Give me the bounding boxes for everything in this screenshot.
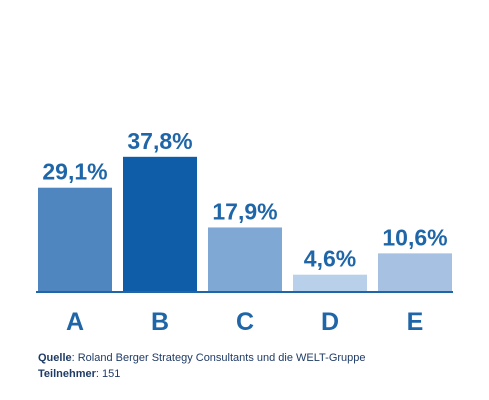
participants-text: : 151 xyxy=(95,368,121,380)
category-label-e: E xyxy=(407,308,424,336)
source-key: Quelle xyxy=(38,352,72,364)
participants-line: Teilnehmer: 151 xyxy=(38,366,366,382)
bar-c xyxy=(208,227,282,291)
category-label-b: B xyxy=(151,308,169,336)
category-labels-group: A B C D E xyxy=(66,308,423,336)
value-label-c: 17,9% xyxy=(212,198,277,224)
value-label-a: 29,1% xyxy=(42,159,107,185)
chart-footer: Quelle: Roland Berger Strategy Consultan… xyxy=(38,350,366,382)
bar-a xyxy=(38,187,112,291)
bar-d xyxy=(293,274,367,291)
bars-group xyxy=(38,156,452,291)
source-line: Quelle: Roland Berger Strategy Consultan… xyxy=(38,350,366,366)
bar-chart: 29,1% 37,8% 17,9% 4,6% 10,6% A B C D E xyxy=(36,128,453,336)
bar-e xyxy=(378,253,452,291)
value-label-d: 4,6% xyxy=(304,246,356,272)
value-label-b: 37,8% xyxy=(127,128,192,154)
source-text: : Roland Berger Strategy Consultants und… xyxy=(71,352,366,364)
value-labels-group: 29,1% 37,8% 17,9% 4,6% 10,6% xyxy=(42,128,447,272)
category-label-a: A xyxy=(66,308,84,336)
category-label-c: C xyxy=(236,308,254,336)
participants-key: Teilnehmer xyxy=(38,368,96,380)
value-label-e: 10,6% xyxy=(382,224,447,250)
category-label-d: D xyxy=(321,308,339,336)
bar-b xyxy=(123,156,197,291)
